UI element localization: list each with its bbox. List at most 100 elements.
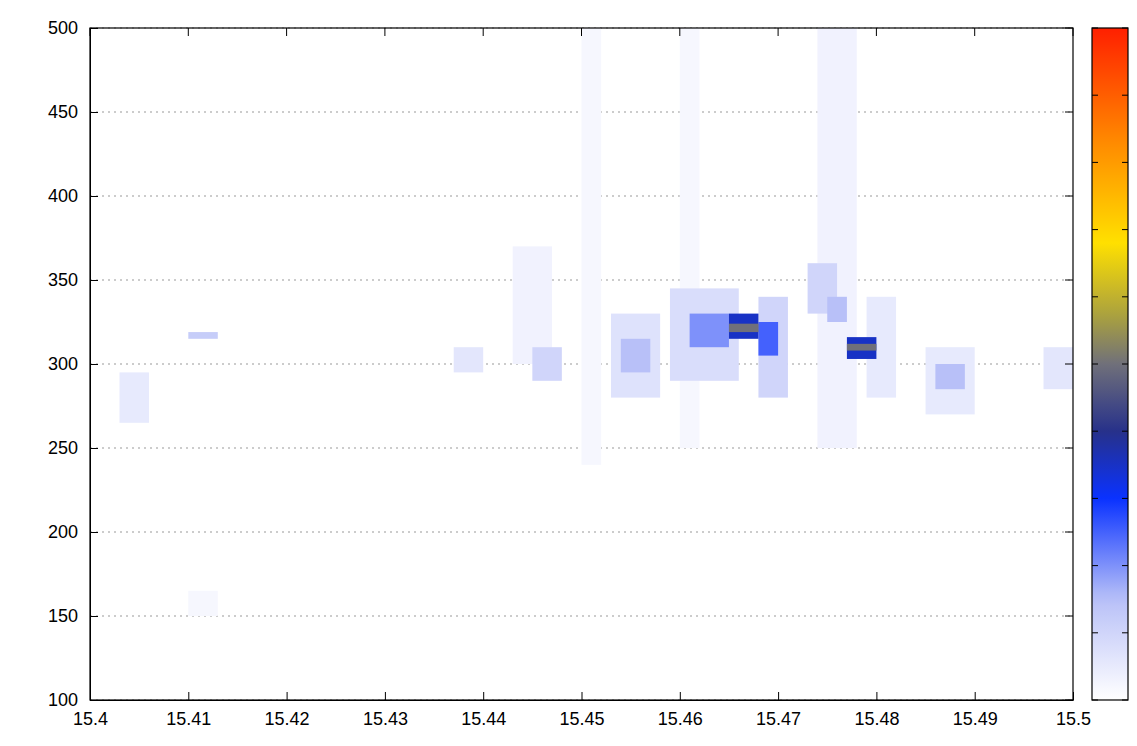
x-tick-label: 15.45 <box>559 709 604 729</box>
x-tick-mark <box>975 692 976 700</box>
heat-cell <box>758 297 787 398</box>
colorbar-tick <box>1122 498 1128 499</box>
cells <box>119 28 1073 616</box>
grid-line <box>90 532 1073 533</box>
x-tick-label: 15.43 <box>363 709 408 729</box>
y-tick-mark <box>1065 28 1073 29</box>
y-tick-label: 300 <box>48 354 78 374</box>
heat-cell <box>188 332 217 339</box>
y-tick: 200 <box>48 522 98 542</box>
colorbar-tick <box>1092 632 1098 633</box>
y-tick-label: 100 <box>48 690 78 710</box>
x-tick-mark <box>385 692 386 700</box>
x-tick-label: 15.49 <box>953 709 998 729</box>
heat-cell <box>1044 347 1073 389</box>
colorbar-tick <box>1092 95 1098 96</box>
y-tick: 300 <box>48 354 98 374</box>
y-tick-label: 400 <box>48 186 78 206</box>
y-tick-mark <box>1065 616 1073 617</box>
colorbar-tick <box>1122 95 1128 96</box>
colorbar-tick <box>1092 296 1098 297</box>
y-tick-mark <box>90 196 98 197</box>
y-tick: 150 <box>48 606 98 626</box>
y-tick-mark <box>1065 364 1073 365</box>
x-tick: 15.41 <box>166 692 211 729</box>
y-axis: 100150200250300350400450500 <box>48 18 98 710</box>
y-tick: 500 <box>48 18 98 38</box>
colorbar-tick <box>1122 431 1128 432</box>
x-tick-mark <box>384 28 385 36</box>
y-tick-label: 250 <box>48 438 78 458</box>
heat-cell <box>926 347 975 414</box>
x-tick: 15.45 <box>559 692 604 729</box>
x-tick-label: 15.4 <box>73 709 108 729</box>
y-tick-mark <box>1065 448 1073 449</box>
x-tick: 15.5 <box>1056 692 1091 729</box>
y-tick-label: 150 <box>48 606 78 626</box>
colorbar-tick <box>1122 364 1128 365</box>
x-tick-mark <box>582 692 583 700</box>
colorbar-tick <box>1092 162 1098 163</box>
y-tick-label: 350 <box>48 270 78 290</box>
x-tick-mark <box>287 692 288 700</box>
heat-cell <box>621 339 650 373</box>
y-tick-mark <box>90 112 98 113</box>
y-tick: 350 <box>48 270 98 290</box>
y-tick-mark <box>90 364 98 365</box>
colorbar-tick <box>1122 632 1128 633</box>
colorbar-tick <box>1122 700 1128 701</box>
heat-cell <box>827 297 847 322</box>
y-tick-mark <box>1065 196 1073 197</box>
heat-cell <box>188 591 217 616</box>
x-tick-mark <box>680 692 681 700</box>
x-tick-mark <box>188 28 189 36</box>
x-tick: 15.43 <box>363 692 408 729</box>
grid <box>90 28 1073 700</box>
heat-cell <box>611 314 660 398</box>
heat-cell <box>513 246 552 364</box>
colorbar-tick <box>1092 364 1098 365</box>
heat-cell <box>532 347 561 381</box>
x-axis-line <box>91 700 1074 701</box>
colorbar-tick <box>1122 28 1128 29</box>
y-tick-label: 500 <box>48 18 78 38</box>
heat-cell <box>817 28 856 448</box>
y-tick-mark <box>90 28 98 29</box>
heat-cell <box>729 324 758 332</box>
x-tick-mark <box>483 28 484 36</box>
heat-cell <box>729 314 758 339</box>
x-tick: 15.49 <box>953 692 998 729</box>
x-tick-label: 15.44 <box>461 709 506 729</box>
x-tick-mark <box>876 692 877 700</box>
colorbar-tick <box>1092 700 1098 701</box>
x-tick: 15.48 <box>854 692 899 729</box>
x-tick: 15.47 <box>756 692 801 729</box>
y-tick: 250 <box>48 438 98 458</box>
y-right-ticks <box>1065 28 1073 700</box>
y-tick: 100 <box>48 690 98 710</box>
x-top-ticks <box>90 28 1073 36</box>
x-tick-mark <box>679 28 680 36</box>
colorbar-tick <box>1092 431 1098 432</box>
heat-cell <box>670 288 739 380</box>
x-axis: 15.415.4115.4215.4315.4415.4515.4615.471… <box>73 692 1091 729</box>
x-tick-mark <box>778 692 779 700</box>
x-tick-mark <box>974 28 975 36</box>
x-tick-label: 15.5 <box>1056 709 1091 729</box>
heat-cell <box>119 372 148 422</box>
heat-cell <box>680 28 700 448</box>
heat-cell <box>935 364 964 389</box>
x-tick: 15.44 <box>461 692 506 729</box>
x-tick-label: 15.48 <box>854 709 899 729</box>
colorbar-tick <box>1092 498 1098 499</box>
x-tick-mark <box>1073 692 1074 700</box>
x-tick: 15.42 <box>265 692 310 729</box>
colorbar-tick <box>1092 565 1098 566</box>
x-tick-mark <box>483 692 484 700</box>
x-tick-mark <box>581 28 582 36</box>
x-tick-mark <box>778 28 779 36</box>
x-tick-mark <box>188 692 189 700</box>
heat-cell <box>758 322 778 356</box>
y-tick-mark <box>1065 532 1073 533</box>
x-tick-label: 15.47 <box>756 709 801 729</box>
